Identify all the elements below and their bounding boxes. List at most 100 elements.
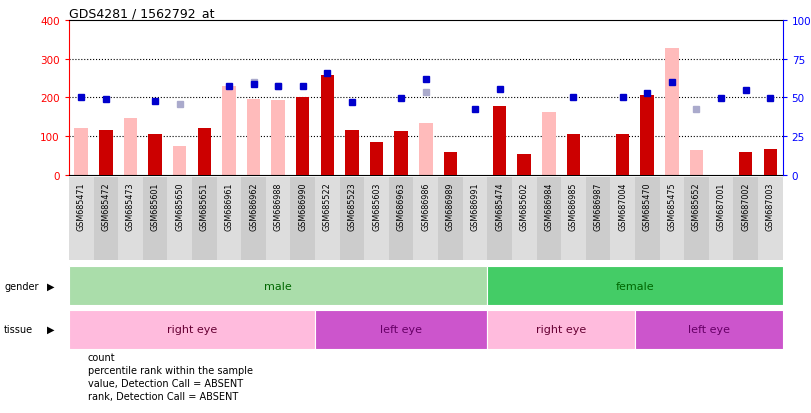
Bar: [493, 107, 506, 176]
Bar: [463, 178, 487, 260]
Bar: [217, 178, 241, 260]
Bar: [537, 178, 561, 260]
Bar: [487, 266, 783, 306]
Bar: [222, 87, 236, 176]
Bar: [192, 178, 217, 260]
Bar: [315, 178, 340, 260]
Text: male: male: [264, 281, 292, 291]
Bar: [296, 98, 310, 176]
Bar: [99, 130, 113, 176]
Bar: [758, 178, 783, 260]
Bar: [345, 131, 358, 176]
Text: GSM685472: GSM685472: [101, 182, 110, 230]
Bar: [148, 135, 162, 176]
Text: count: count: [88, 352, 115, 362]
Bar: [93, 178, 118, 260]
Bar: [616, 135, 629, 176]
Bar: [739, 152, 753, 176]
Bar: [444, 152, 457, 176]
Text: female: female: [616, 281, 654, 291]
Bar: [684, 178, 709, 260]
Text: ▶: ▶: [47, 324, 55, 335]
Bar: [641, 96, 654, 176]
Text: GSM685602: GSM685602: [520, 182, 529, 230]
Bar: [143, 178, 167, 260]
Text: GSM686987: GSM686987: [594, 182, 603, 230]
Bar: [394, 132, 408, 176]
Text: GSM686990: GSM686990: [298, 182, 307, 230]
Bar: [370, 142, 384, 176]
Text: GSM685651: GSM685651: [200, 182, 208, 230]
Bar: [272, 100, 285, 176]
Bar: [542, 112, 556, 176]
Text: GSM687003: GSM687003: [766, 182, 775, 230]
Text: GSM685603: GSM685603: [372, 182, 381, 230]
Bar: [290, 178, 315, 260]
Text: GSM685475: GSM685475: [667, 182, 676, 230]
Text: GSM685474: GSM685474: [495, 182, 504, 230]
Bar: [635, 178, 659, 260]
Bar: [561, 178, 586, 260]
Bar: [364, 178, 388, 260]
Text: right eye: right eye: [167, 324, 217, 335]
Bar: [414, 178, 438, 260]
Text: GSM685652: GSM685652: [692, 182, 701, 230]
Bar: [567, 135, 580, 176]
Text: GSM685470: GSM685470: [643, 182, 652, 230]
Text: GSM686963: GSM686963: [397, 182, 406, 230]
Bar: [517, 154, 531, 176]
Text: GSM686985: GSM686985: [569, 182, 578, 230]
Text: GDS4281 / 1562792_at: GDS4281 / 1562792_at: [69, 7, 214, 19]
Bar: [320, 76, 334, 176]
Bar: [315, 310, 487, 349]
Text: GSM686962: GSM686962: [249, 182, 258, 230]
Text: ▶: ▶: [47, 281, 55, 291]
Text: left eye: left eye: [380, 324, 423, 335]
Bar: [635, 310, 783, 349]
Bar: [665, 49, 679, 176]
Bar: [241, 178, 266, 260]
Text: percentile rank within the sample: percentile rank within the sample: [88, 365, 252, 375]
Text: value, Detection Call = ABSENT: value, Detection Call = ABSENT: [88, 378, 242, 388]
Bar: [689, 151, 703, 176]
Text: GSM685522: GSM685522: [323, 182, 332, 230]
Text: GSM686984: GSM686984: [544, 182, 553, 230]
Bar: [75, 128, 88, 176]
Text: left eye: left eye: [688, 324, 730, 335]
Bar: [586, 178, 611, 260]
Text: GSM686991: GSM686991: [470, 182, 479, 230]
Text: tissue: tissue: [4, 324, 33, 335]
Bar: [487, 178, 512, 260]
Text: right eye: right eye: [536, 324, 586, 335]
Bar: [419, 123, 432, 176]
Text: GSM685650: GSM685650: [175, 182, 184, 230]
Bar: [487, 310, 635, 349]
Text: GSM687002: GSM687002: [741, 182, 750, 230]
Bar: [709, 178, 733, 260]
Text: GSM686986: GSM686986: [421, 182, 431, 230]
Text: GSM686988: GSM686988: [273, 182, 282, 230]
Text: GSM685473: GSM685473: [126, 182, 135, 230]
Text: rank, Detection Call = ABSENT: rank, Detection Call = ABSENT: [88, 392, 238, 401]
Text: GSM685601: GSM685601: [151, 182, 160, 230]
Text: gender: gender: [4, 281, 39, 291]
Text: GSM685471: GSM685471: [77, 182, 86, 230]
Bar: [198, 128, 211, 176]
Bar: [659, 178, 684, 260]
Bar: [340, 178, 364, 260]
Bar: [266, 178, 290, 260]
Text: GSM687004: GSM687004: [618, 182, 627, 230]
Bar: [611, 178, 635, 260]
Bar: [69, 178, 93, 260]
Bar: [438, 178, 463, 260]
Bar: [173, 147, 187, 176]
Text: GSM687001: GSM687001: [717, 182, 726, 230]
Bar: [69, 266, 487, 306]
Bar: [167, 178, 192, 260]
Bar: [118, 178, 143, 260]
Bar: [512, 178, 537, 260]
Bar: [763, 149, 777, 176]
Text: GSM686989: GSM686989: [446, 182, 455, 230]
Text: GSM685523: GSM685523: [347, 182, 357, 230]
Bar: [69, 310, 315, 349]
